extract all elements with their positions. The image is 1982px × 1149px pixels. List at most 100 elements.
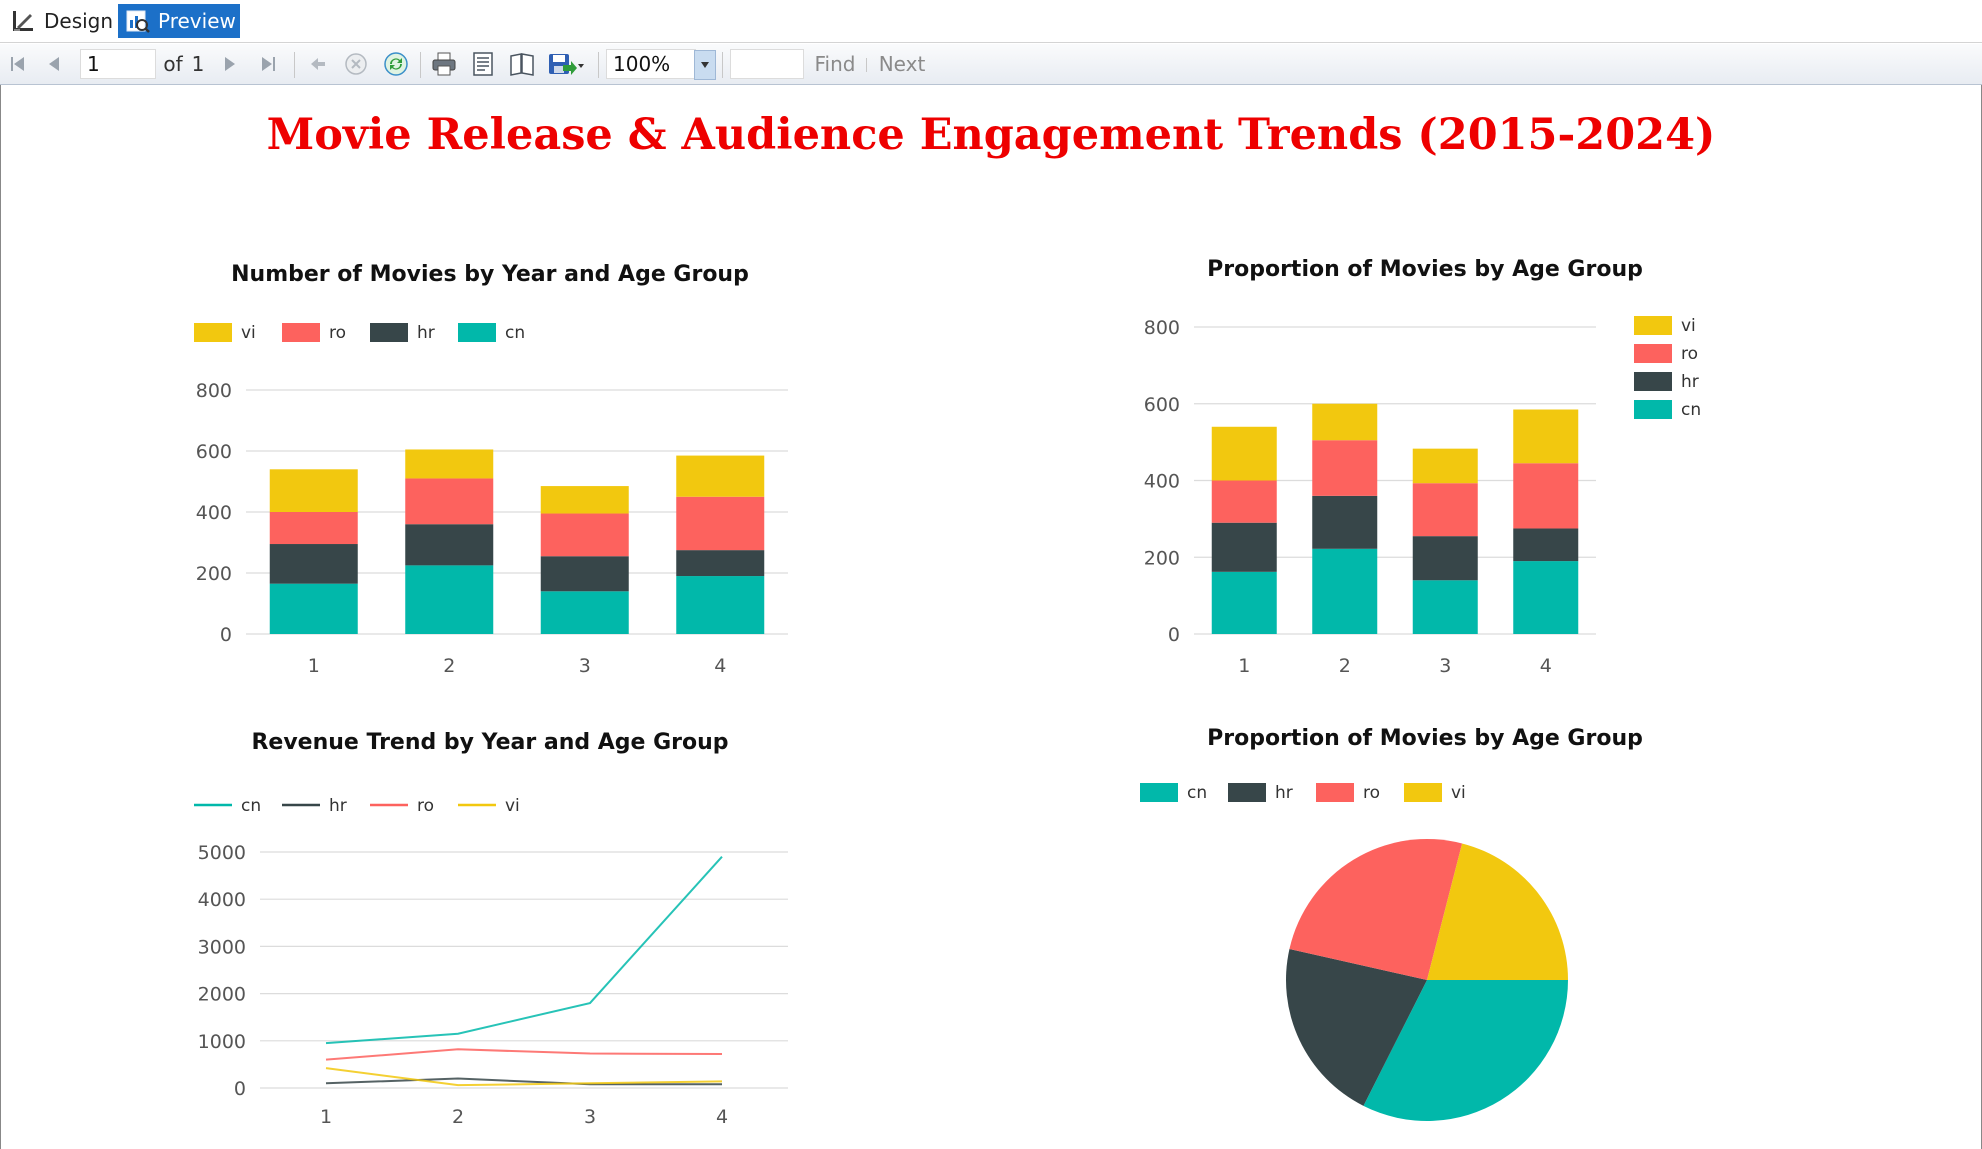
chart-proportion-bar: vi ro hr cn 0 200 400 600 800 1 2 3 4	[1144, 316, 1701, 677]
next-button[interactable]: Next	[878, 52, 926, 76]
legend-label-vi: vi	[241, 323, 256, 343]
y-tick-label: 400	[1144, 471, 1180, 493]
previous-page-icon[interactable]	[40, 48, 68, 80]
zoom-dropdown-button[interactable]	[694, 50, 716, 80]
next-page-icon[interactable]	[218, 48, 242, 80]
x-tick-label: 2	[1339, 655, 1351, 677]
x-tick-label: 2	[452, 1106, 464, 1128]
legend-swatch-ro	[1634, 344, 1672, 363]
bar-ro-4	[1513, 463, 1579, 529]
legend-label-cn: cn	[1681, 400, 1701, 420]
toolbar-separator	[420, 52, 421, 78]
legend-label-ro: ro	[329, 323, 346, 343]
y-tick-label: 2000	[198, 984, 246, 1006]
last-page-icon[interactable]	[254, 48, 282, 80]
print-layout-icon[interactable]	[468, 48, 498, 80]
y-tick-label: 600	[1144, 394, 1180, 416]
page-setup-icon[interactable]	[506, 48, 538, 80]
legend-swatch-ro	[282, 323, 320, 342]
back-icon[interactable]	[304, 48, 332, 80]
legend-label-cn: cn	[1187, 783, 1207, 803]
bar-cn-1	[1211, 571, 1277, 634]
legend-swatch-ro	[1316, 783, 1354, 802]
chart-title-proportion-bar: Proportion of Movies by Age Group	[1207, 257, 1643, 282]
legend-label-hr: hr	[1275, 783, 1293, 803]
chart-movies-by-year: vi ro hr cn 0 200 400 600 800 1 2 3 4	[194, 323, 788, 677]
tab-preview-label: Preview	[158, 9, 236, 33]
tab-design-label: Design	[44, 9, 114, 33]
pie-slice-hr	[1286, 948, 1427, 1106]
legend-label-ro: ro	[1681, 344, 1698, 364]
print-icon[interactable]	[428, 48, 460, 80]
toolbar-separator	[598, 52, 599, 78]
refresh-icon[interactable]	[382, 48, 410, 80]
chart-proportion-pie: cn hr ro vi	[1140, 783, 1568, 1121]
bar-ro-3	[1412, 483, 1478, 537]
y-tick-label: 200	[1144, 547, 1180, 569]
legend-label-hr: hr	[1681, 372, 1699, 392]
y-tick-label: 0	[220, 624, 232, 646]
first-page-icon[interactable]	[4, 48, 32, 80]
stop-icon[interactable]	[342, 48, 370, 80]
bar-vi-1	[1211, 426, 1277, 481]
legend-swatch-cn	[1634, 400, 1672, 419]
chart-title-proportion-pie: Proportion of Movies by Age Group	[1207, 726, 1643, 751]
line-series-ro	[325, 1048, 723, 1061]
export-icon[interactable]	[544, 48, 588, 80]
legend-label-vi: vi	[1681, 316, 1696, 336]
x-tick-label: 3	[579, 655, 591, 677]
design-icon	[10, 8, 36, 34]
bar-hr-4	[1513, 528, 1579, 562]
legend-swatch-hr	[1634, 372, 1672, 391]
find-button[interactable]: Find	[814, 52, 856, 76]
chart-title-movies-by-year: Number of Movies by Year and Age Group	[231, 262, 749, 287]
zoom-select[interactable]: 100%	[606, 49, 696, 79]
x-tick-label: 4	[1540, 655, 1552, 677]
bar-ro-1	[1211, 480, 1277, 523]
bar-hr-3	[540, 556, 629, 592]
bar-hr-3	[1412, 536, 1478, 581]
tab-design[interactable]: Design	[4, 4, 116, 38]
y-tick-label: 400	[196, 502, 232, 524]
x-tick-label: 1	[1238, 655, 1250, 677]
toolbar-separator	[866, 58, 867, 72]
y-tick-label: 0	[234, 1078, 246, 1100]
legend-label-vi: vi	[505, 796, 520, 816]
bar-cn-3	[1412, 580, 1478, 634]
chart-revenue-trend: cn hr ro vi 0 1000 2000 3000 4000 5000 1 2 3 4	[194, 796, 788, 1128]
x-tick-label: 3	[1439, 655, 1451, 677]
y-tick-label: 1000	[198, 1031, 246, 1053]
page-number-input[interactable]: 1	[80, 49, 156, 79]
page-total: 1	[191, 52, 205, 76]
bar-vi-2	[405, 449, 494, 479]
legend-label-hr: hr	[329, 796, 347, 816]
view-tab-bar: Design Preview	[0, 0, 1982, 43]
report-toolbar: 1 of 1 100% Find Next	[0, 44, 1982, 85]
legend-swatch-vi	[194, 323, 232, 342]
legend-label-ro: ro	[1363, 783, 1380, 803]
y-tick-label: 4000	[198, 889, 246, 911]
bar-vi-2	[1312, 403, 1378, 441]
y-tick-label: 600	[196, 441, 232, 463]
bar-hr-4	[676, 550, 765, 577]
y-tick-label: 3000	[198, 936, 246, 958]
legend-swatch-vi	[1404, 783, 1442, 802]
chevron-down-icon	[701, 62, 709, 68]
bar-hr-2	[405, 524, 494, 566]
bar-ro-4	[676, 496, 765, 551]
bar-hr-1	[269, 544, 358, 584]
bar-cn-4	[676, 576, 765, 634]
bar-hr-2	[1312, 495, 1378, 549]
bar-vi-4	[1513, 409, 1579, 464]
bar-hr-1	[1211, 522, 1277, 572]
tab-preview[interactable]: Preview	[118, 4, 240, 38]
legend-label-vi: vi	[1451, 783, 1466, 803]
bar-vi-1	[269, 469, 358, 512]
pie-slice-vi	[1427, 843, 1568, 980]
bar-ro-1	[269, 512, 358, 545]
y-tick-label: 0	[1168, 624, 1180, 646]
bar-vi-4	[676, 455, 765, 497]
legend-label-cn: cn	[241, 796, 261, 816]
y-tick-label: 800	[196, 380, 232, 402]
find-input[interactable]	[730, 49, 804, 79]
